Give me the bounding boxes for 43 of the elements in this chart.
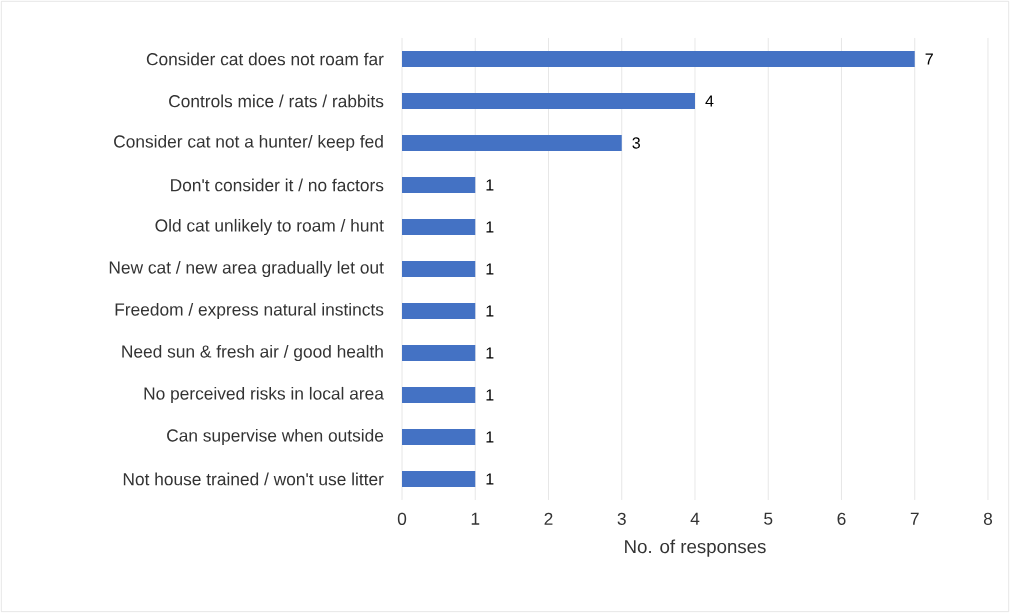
data-label: 1 xyxy=(486,389,494,401)
bar xyxy=(402,51,915,67)
data-label: 1 xyxy=(486,305,494,317)
data-label: 1 xyxy=(486,221,494,233)
data-label: 1 xyxy=(486,431,494,443)
data-label: 1 xyxy=(486,347,494,359)
y-tick-label: Controls mice / rats / rabbits xyxy=(169,94,384,108)
data-label: 1 xyxy=(486,179,494,191)
bar xyxy=(402,386,476,403)
y-tick-label: Can supervise when outside xyxy=(167,428,384,446)
x-tick-label: 2 xyxy=(544,512,553,525)
y-tick-label: No perceived risks in local area xyxy=(144,386,384,404)
x-tick-label: 0 xyxy=(397,512,407,525)
y-tick-label: Old cat unlikely to roam / hunt xyxy=(155,218,384,236)
data-label: 4 xyxy=(705,95,714,107)
bar xyxy=(402,345,476,361)
y-tick-label: Freedom / express natural instincts xyxy=(115,302,384,320)
bar xyxy=(402,135,622,151)
bar xyxy=(402,428,476,445)
bar xyxy=(402,219,476,235)
bar xyxy=(402,261,476,277)
data-label: 3 xyxy=(632,137,640,149)
y-tick-label: New cat / new area gradually let out xyxy=(109,260,384,278)
data-label: 1 xyxy=(486,473,494,485)
bar xyxy=(402,303,476,319)
y-tick-label: Consider cat does not roam far xyxy=(146,52,384,66)
y-tick-label: Not house trained / won't use litter xyxy=(123,472,384,486)
data-label: 7 xyxy=(925,53,933,65)
x-tick-label: 7 xyxy=(910,512,919,525)
x-axis-title: No. of responses xyxy=(625,539,766,557)
bar xyxy=(402,470,476,487)
x-tick-label: 5 xyxy=(764,512,773,525)
bar xyxy=(402,177,476,193)
x-tick-label: 8 xyxy=(983,512,993,525)
y-tick-label: Need sun & fresh air / good health xyxy=(122,344,383,362)
data-label: 1 xyxy=(486,263,494,275)
x-tick-label: 3 xyxy=(617,512,626,525)
x-tick-label: 4 xyxy=(690,512,700,525)
x-tick-label: 6 xyxy=(837,512,846,525)
y-tick-label: Don't consider it / no factors xyxy=(171,178,384,192)
y-tick-label: Consider cat not a hunter/ keep fed xyxy=(114,134,383,152)
bar xyxy=(402,93,695,109)
x-tick-label: 1 xyxy=(471,512,480,525)
